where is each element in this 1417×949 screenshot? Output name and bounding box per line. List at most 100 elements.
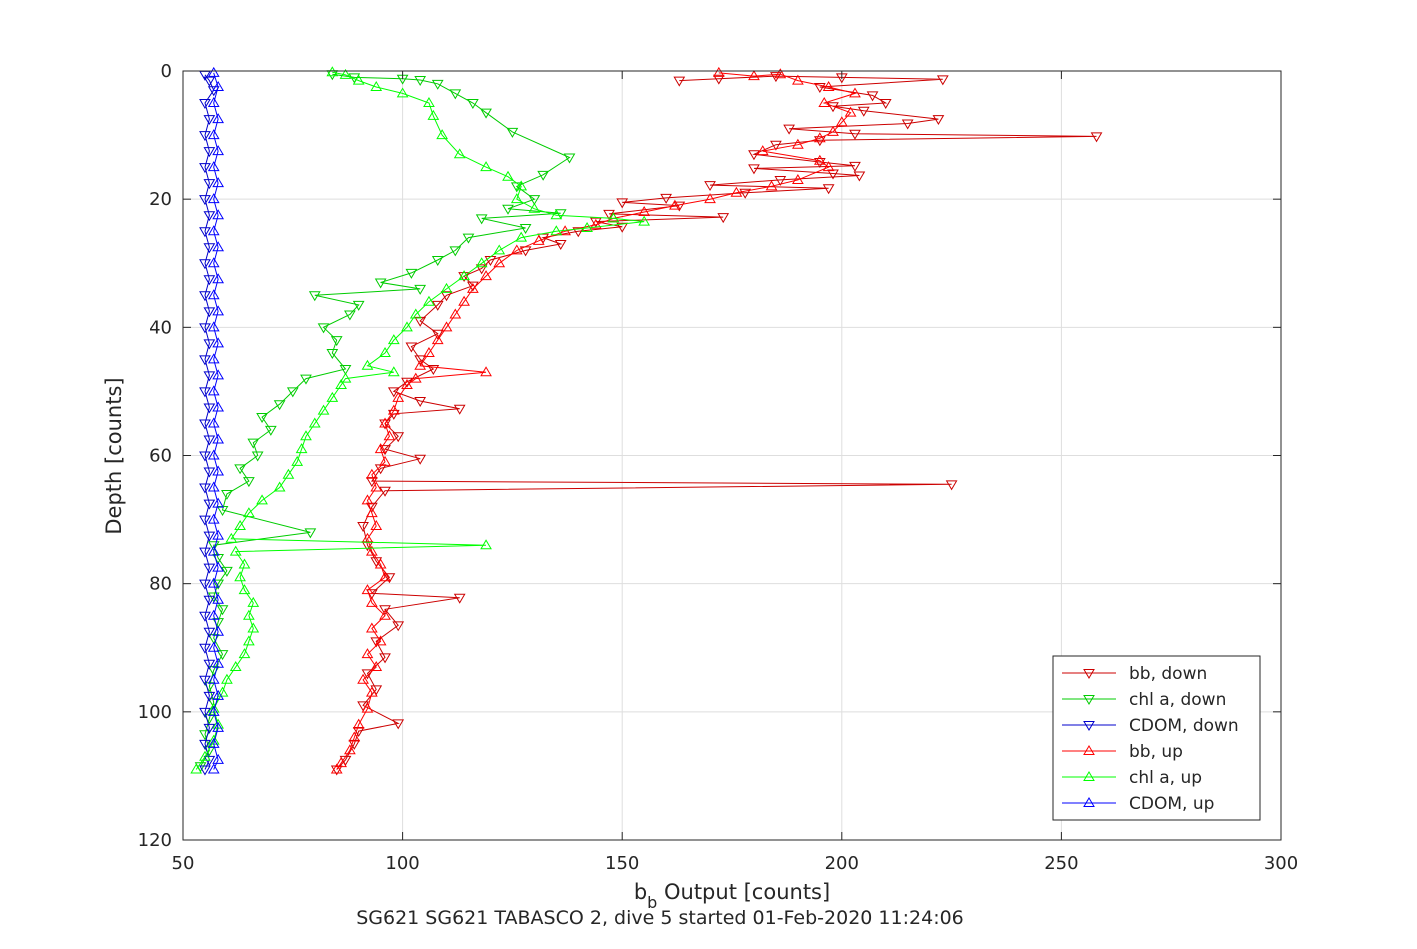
data-point: [866, 91, 879, 102]
data-point: [291, 455, 304, 466]
data-point: [616, 198, 629, 209]
legend-entry-bb-up: bb, up: [1062, 742, 1183, 762]
data-point: [247, 438, 260, 449]
data-point: [251, 451, 264, 462]
data-point: [563, 153, 576, 164]
data-point: [203, 307, 216, 318]
data-point: [431, 300, 444, 311]
data-point: [221, 673, 233, 684]
data-point: [528, 195, 541, 206]
data-point: [379, 346, 391, 357]
data-point: [589, 218, 602, 229]
data-point: [365, 622, 378, 633]
data-point: [431, 329, 444, 340]
data-point: [326, 391, 339, 402]
data-point: [212, 625, 225, 636]
data-point: [374, 558, 387, 569]
data-point: [765, 180, 778, 191]
data-point: [203, 691, 216, 702]
legend-entry-cdom-up: CDOM, up: [1062, 794, 1214, 814]
data-point: [383, 430, 396, 441]
data-point: [480, 366, 492, 377]
data-point: [774, 175, 787, 186]
legend-marker: [1083, 745, 1095, 755]
data-point: [361, 669, 374, 680]
data-point: [207, 641, 220, 652]
data-point: [304, 528, 317, 539]
data-point: [339, 68, 352, 79]
data-point: [256, 413, 268, 424]
data-point: [243, 635, 255, 646]
data-point: [717, 213, 730, 224]
data-point: [352, 300, 365, 311]
data-point: [212, 113, 225, 124]
legend-marker: [1083, 721, 1095, 731]
data-point: [317, 404, 330, 415]
data-point: [203, 147, 216, 158]
data-point: [212, 465, 225, 476]
data-point: [199, 547, 211, 558]
data-point: [365, 545, 378, 556]
data-point: [203, 115, 216, 126]
data-point: [247, 596, 260, 607]
data-point: [365, 507, 378, 518]
data-point: [669, 199, 681, 210]
data-point: [352, 74, 365, 85]
y-tick-label: 120: [138, 830, 172, 851]
data-point: [207, 673, 220, 684]
data-point: [374, 635, 387, 646]
data-point: [361, 648, 374, 659]
data-point: [199, 611, 211, 622]
legend-label: bb, down: [1129, 664, 1207, 684]
data-point: [849, 87, 861, 98]
data-point: [466, 282, 479, 293]
data-point: [207, 449, 220, 460]
x-tick-label: 250: [1044, 853, 1078, 874]
data-point: [480, 161, 492, 172]
data-point: [572, 227, 585, 238]
y-tick-label: 40: [149, 317, 172, 338]
data-point: [844, 106, 857, 117]
chart-caption: SG621 SG621 TABASCO 2, dive 5 started 01…: [356, 907, 964, 929]
data-point: [436, 129, 449, 140]
data-point: [475, 257, 488, 268]
data-point: [365, 686, 378, 697]
legend: bb, down chl a, down CDOM, down bb, up chl a…: [1052, 655, 1261, 821]
data-point: [392, 719, 405, 730]
data-point: [199, 99, 211, 110]
series-chl-a-up: [190, 66, 651, 774]
y-tick-label: 0: [161, 61, 172, 82]
data-point: [792, 138, 804, 149]
data-point: [409, 372, 422, 383]
data-point: [317, 323, 330, 334]
data-point: [409, 308, 422, 319]
data-point: [207, 577, 220, 588]
data-point: [440, 321, 453, 332]
data-point: [405, 268, 418, 279]
data-point: [365, 468, 378, 479]
data-point: [212, 401, 225, 412]
data-point: [361, 359, 374, 370]
data-point: [813, 132, 826, 143]
data-point: [370, 520, 383, 530]
data-point: [748, 150, 760, 161]
data-point: [783, 124, 795, 135]
legend-label: chl a, down: [1129, 690, 1226, 710]
data-point: [203, 627, 216, 638]
data-point: [365, 596, 378, 607]
data-point: [945, 480, 958, 491]
data-point: [396, 87, 409, 98]
data-point: [379, 486, 391, 497]
data-point: [589, 217, 602, 228]
data-point: [212, 305, 225, 316]
data-point: [203, 659, 216, 670]
data-point: [704, 181, 716, 192]
data-point: [730, 186, 743, 197]
data-point: [475, 214, 488, 225]
data-point: [748, 164, 760, 175]
data-point: [849, 129, 861, 140]
legend-marker: [1083, 771, 1095, 781]
data-point: [748, 70, 760, 81]
data-point: [660, 193, 672, 204]
